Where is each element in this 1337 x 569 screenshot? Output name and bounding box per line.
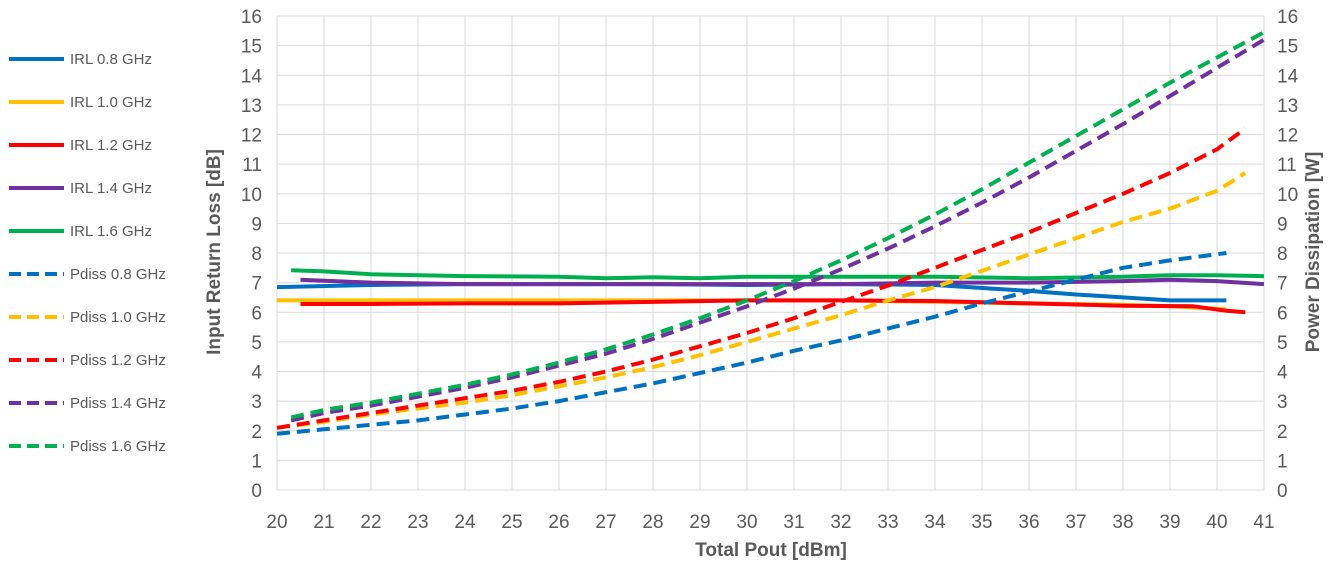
grid [276, 15, 1265, 491]
legend-label: Pdiss 0.8 GHz [70, 266, 166, 283]
y-tick-label: 8 [251, 244, 262, 265]
series-line-pdiss-1-0-ghz [276, 171, 1247, 430]
y2-tick-label: 4 [1277, 363, 1288, 384]
legend-label: IRL 1.2 GHz [70, 137, 152, 154]
x-tick-label: 41 [1253, 512, 1274, 533]
y-tick-label: 15 [241, 37, 262, 58]
legend-label: IRL 0.8 GHz [70, 51, 152, 68]
y2-tick-label: 8 [1277, 244, 1288, 265]
y-tick-label: 0 [251, 481, 262, 502]
x-tick-label: 25 [501, 512, 522, 533]
x-tick-label: 39 [1159, 512, 1180, 533]
y-tick-label: 11 [242, 155, 262, 176]
x-axis-title: Total Pout [dBm] [695, 540, 847, 561]
y-tick-label: 14 [241, 66, 263, 87]
y2-tick-label: 3 [1277, 392, 1288, 413]
y-tick-label: 12 [241, 126, 262, 147]
x-tick-label: 27 [595, 512, 616, 533]
legend-label: IRL 1.4 GHz [70, 180, 152, 197]
x-tick-label: 37 [1065, 512, 1086, 533]
series-line-irl-1-6-ghz [291, 268, 1265, 281]
y2-tick-label: 2 [1277, 422, 1288, 443]
series-line-pdiss-1-6-ghz [290, 30, 1265, 420]
y-tick-label: 4 [251, 363, 262, 384]
y2-tick-label: 7 [1277, 274, 1288, 295]
y-tick-label: 5 [251, 333, 262, 354]
x-tick-label: 40 [1206, 512, 1227, 533]
y-tick-label: 13 [241, 96, 262, 117]
x-tick-label: 24 [454, 512, 476, 533]
y2-tick-label: 11 [1277, 155, 1297, 176]
x-tick-labels: 20 21 22 23 24 25 26 27 28 29 30 31 32 33 34 35 36 37 38 39… [266, 512, 1274, 533]
y-tick-label: 3 [251, 392, 262, 413]
y2-tick-label: 1 [1277, 451, 1288, 472]
x-tick-label: 28 [642, 512, 663, 533]
y2-tick-label: 0 [1277, 481, 1288, 502]
y2-axis-title: Power Dissipation [W] [1303, 152, 1324, 353]
x-tick-label: 34 [924, 512, 946, 533]
x-tick-label: 20 [266, 512, 287, 533]
x-tick-label: 36 [1018, 512, 1039, 533]
x-tick-label: 31 [783, 512, 804, 533]
y2-tick-label: 14 [1277, 66, 1299, 87]
x-tick-label: 22 [360, 512, 381, 533]
x-tick-label: 26 [548, 512, 569, 533]
x-tick-label: 33 [877, 512, 898, 533]
legend-label: Pdiss 1.0 GHz [70, 309, 166, 326]
y-tick-label: 2 [251, 422, 262, 443]
y-tick-label: 10 [241, 185, 262, 206]
y2-tick-label: 16 [1277, 7, 1298, 28]
legend-label: Pdiss 1.2 GHz [70, 352, 166, 369]
y2-tick-label: 9 [1277, 214, 1288, 235]
y2-tick-label: 13 [1277, 96, 1298, 117]
y-tick-label: 16 [241, 7, 262, 28]
x-tick-label: 21 [313, 512, 334, 533]
legend-label: IRL 1.0 GHz [70, 94, 152, 111]
x-tick-label: 38 [1112, 512, 1133, 533]
plot-series [276, 30, 1266, 436]
x-tick-label: 23 [407, 512, 428, 533]
y2-tick-label: 15 [1277, 37, 1298, 58]
series-line-irl-0-8-ghz [276, 282, 1227, 303]
y-axis-title: Input Return Loss [dB] [204, 149, 225, 355]
y-tick-label: 7 [251, 274, 262, 295]
y-tick-label: 6 [251, 303, 262, 324]
legend-label: Pdiss 1.6 GHz [70, 438, 166, 455]
y2-tick-label: 12 [1277, 126, 1298, 147]
x-tick-label: 30 [736, 512, 757, 533]
legend-label: Pdiss 1.4 GHz [70, 395, 166, 412]
y2-tick-label: 5 [1277, 333, 1288, 354]
series-line-irl-1-2-ghz [300, 298, 1246, 315]
series-line-irl-1-4-ghz [300, 277, 1265, 287]
x-tick-label: 32 [830, 512, 851, 533]
legend: IRL 0.8 GHz IRL 1.0 GHz IRL 1.2 GHz IRL 1.4… [9, 51, 166, 455]
y-tick-label: 9 [251, 214, 262, 235]
y2-tick-label: 6 [1277, 303, 1288, 324]
legend-label: IRL 1.6 GHz [70, 223, 152, 240]
y2-tick-label: 10 [1277, 185, 1298, 206]
y-tick-label: 1 [251, 451, 262, 472]
x-tick-label: 35 [971, 512, 992, 533]
series-line-pdiss-1-4-ghz [290, 37, 1266, 423]
series-line-pdiss-1-2-ghz [276, 126, 1247, 430]
x-tick-label: 29 [689, 512, 710, 533]
